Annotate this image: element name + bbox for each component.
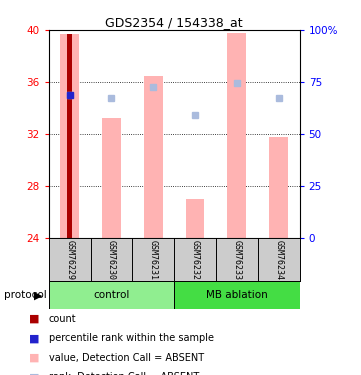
Text: rank, Detection Call = ABSENT: rank, Detection Call = ABSENT <box>49 372 199 375</box>
Bar <box>67 34 72 238</box>
Bar <box>186 199 204 238</box>
Bar <box>269 136 288 238</box>
Text: ■: ■ <box>29 333 40 343</box>
Bar <box>102 118 121 238</box>
Bar <box>227 33 246 238</box>
Text: ■: ■ <box>29 372 40 375</box>
Text: GSM76231: GSM76231 <box>149 240 158 280</box>
Text: ■: ■ <box>29 314 40 324</box>
Text: GSM76230: GSM76230 <box>107 240 116 280</box>
Bar <box>144 75 163 238</box>
Text: ■: ■ <box>29 353 40 363</box>
Text: MB ablation: MB ablation <box>206 290 268 300</box>
Bar <box>49 281 174 309</box>
Text: GSM76229: GSM76229 <box>65 240 74 280</box>
Title: GDS2354 / 154338_at: GDS2354 / 154338_at <box>105 16 243 29</box>
Text: value, Detection Call = ABSENT: value, Detection Call = ABSENT <box>49 353 204 363</box>
Text: control: control <box>93 290 130 300</box>
Text: count: count <box>49 314 77 324</box>
Text: GSM76232: GSM76232 <box>191 240 200 280</box>
Bar <box>60 34 79 238</box>
Text: ▶: ▶ <box>34 290 42 300</box>
Text: protocol: protocol <box>4 290 46 300</box>
Text: GSM76234: GSM76234 <box>274 240 283 280</box>
Text: percentile rank within the sample: percentile rank within the sample <box>49 333 214 343</box>
Text: GSM76233: GSM76233 <box>232 240 242 280</box>
Bar <box>174 281 300 309</box>
